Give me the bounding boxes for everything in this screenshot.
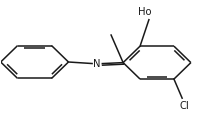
Text: N: N: [93, 59, 101, 69]
Text: Ho: Ho: [138, 7, 152, 17]
Text: Cl: Cl: [180, 101, 189, 111]
